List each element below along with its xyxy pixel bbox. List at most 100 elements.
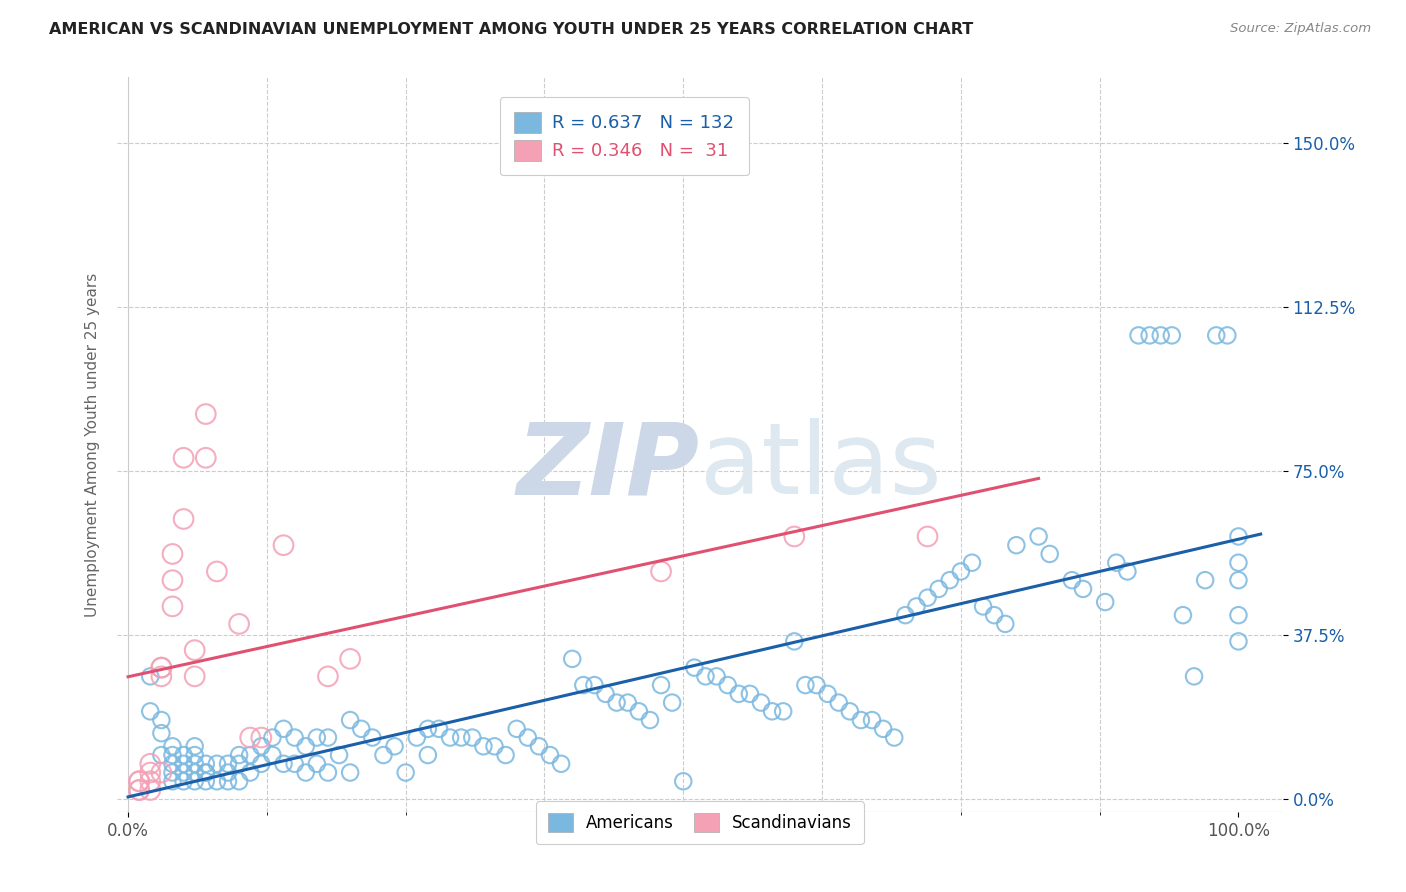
Point: [173, 756, 195, 771]
Point: [273, 756, 295, 771]
Point: [806, 678, 828, 692]
Point: [284, 731, 307, 745]
Point: [983, 608, 1005, 623]
Point: [1039, 547, 1062, 561]
Point: [273, 722, 295, 736]
Point: [783, 634, 806, 648]
Point: [162, 765, 184, 780]
Point: [194, 756, 217, 771]
Point: [183, 765, 205, 780]
Point: [162, 774, 184, 789]
Point: [150, 660, 173, 674]
Point: [205, 774, 228, 789]
Point: [872, 722, 894, 736]
Point: [905, 599, 928, 614]
Point: [128, 774, 150, 789]
Point: [1227, 529, 1250, 543]
Point: [650, 565, 672, 579]
Point: [305, 731, 328, 745]
Point: [294, 739, 316, 754]
Point: [1116, 565, 1139, 579]
Text: AMERICAN VS SCANDINAVIAN UNEMPLOYMENT AMONG YOUTH UNDER 25 YEARS CORRELATION CHA: AMERICAN VS SCANDINAVIAN UNEMPLOYMENT AM…: [49, 22, 973, 37]
Point: [183, 669, 205, 683]
Point: [150, 713, 173, 727]
Point: [205, 756, 228, 771]
Point: [616, 696, 638, 710]
Point: [416, 722, 439, 736]
Point: [162, 573, 184, 587]
Point: [461, 731, 484, 745]
Point: [239, 731, 262, 745]
Point: [761, 704, 783, 718]
Point: [1205, 328, 1227, 343]
Point: [405, 731, 427, 745]
Point: [250, 756, 273, 771]
Point: [606, 696, 628, 710]
Point: [150, 765, 173, 780]
Point: [1227, 634, 1250, 648]
Point: [1139, 328, 1161, 343]
Point: [150, 726, 173, 740]
Point: [550, 756, 572, 771]
Point: [683, 660, 706, 674]
Y-axis label: Unemployment Among Youth under 25 years: Unemployment Among Youth under 25 years: [86, 273, 100, 616]
Point: [205, 565, 228, 579]
Point: [849, 713, 872, 727]
Point: [361, 731, 384, 745]
Point: [706, 669, 728, 683]
Point: [538, 747, 561, 762]
Point: [1060, 573, 1083, 587]
Point: [572, 678, 595, 692]
Text: Source: ZipAtlas.com: Source: ZipAtlas.com: [1230, 22, 1371, 36]
Point: [350, 722, 373, 736]
Point: [194, 765, 217, 780]
Point: [262, 747, 284, 762]
Point: [1194, 573, 1216, 587]
Point: [139, 669, 162, 683]
Point: [1071, 582, 1094, 596]
Point: [183, 756, 205, 771]
Text: atlas: atlas: [700, 418, 942, 516]
Point: [627, 704, 650, 718]
Point: [217, 774, 239, 789]
Point: [217, 765, 239, 780]
Point: [484, 739, 506, 754]
Point: [972, 599, 994, 614]
Point: [1160, 328, 1182, 343]
Point: [173, 450, 195, 465]
Point: [150, 669, 173, 683]
Point: [650, 678, 672, 692]
Point: [139, 765, 162, 780]
Point: [250, 739, 273, 754]
Point: [416, 747, 439, 762]
Point: [183, 643, 205, 657]
Point: [228, 756, 250, 771]
Point: [139, 704, 162, 718]
Point: [838, 704, 860, 718]
Point: [173, 512, 195, 526]
Point: [316, 731, 339, 745]
Point: [1105, 556, 1128, 570]
Point: [239, 765, 262, 780]
Point: [506, 722, 529, 736]
Point: [1182, 669, 1205, 683]
Point: [194, 407, 217, 421]
Point: [173, 774, 195, 789]
Point: [139, 783, 162, 797]
Point: [305, 756, 328, 771]
Point: [339, 652, 361, 666]
Point: [894, 608, 917, 623]
Point: [450, 731, 472, 745]
Point: [128, 774, 150, 789]
Point: [994, 616, 1017, 631]
Point: [794, 678, 817, 692]
Point: [284, 756, 307, 771]
Point: [917, 591, 939, 605]
Point: [749, 696, 772, 710]
Point: [384, 739, 406, 754]
Point: [661, 696, 683, 710]
Point: [162, 739, 184, 754]
Point: [1028, 529, 1050, 543]
Point: [495, 747, 517, 762]
Point: [783, 529, 806, 543]
